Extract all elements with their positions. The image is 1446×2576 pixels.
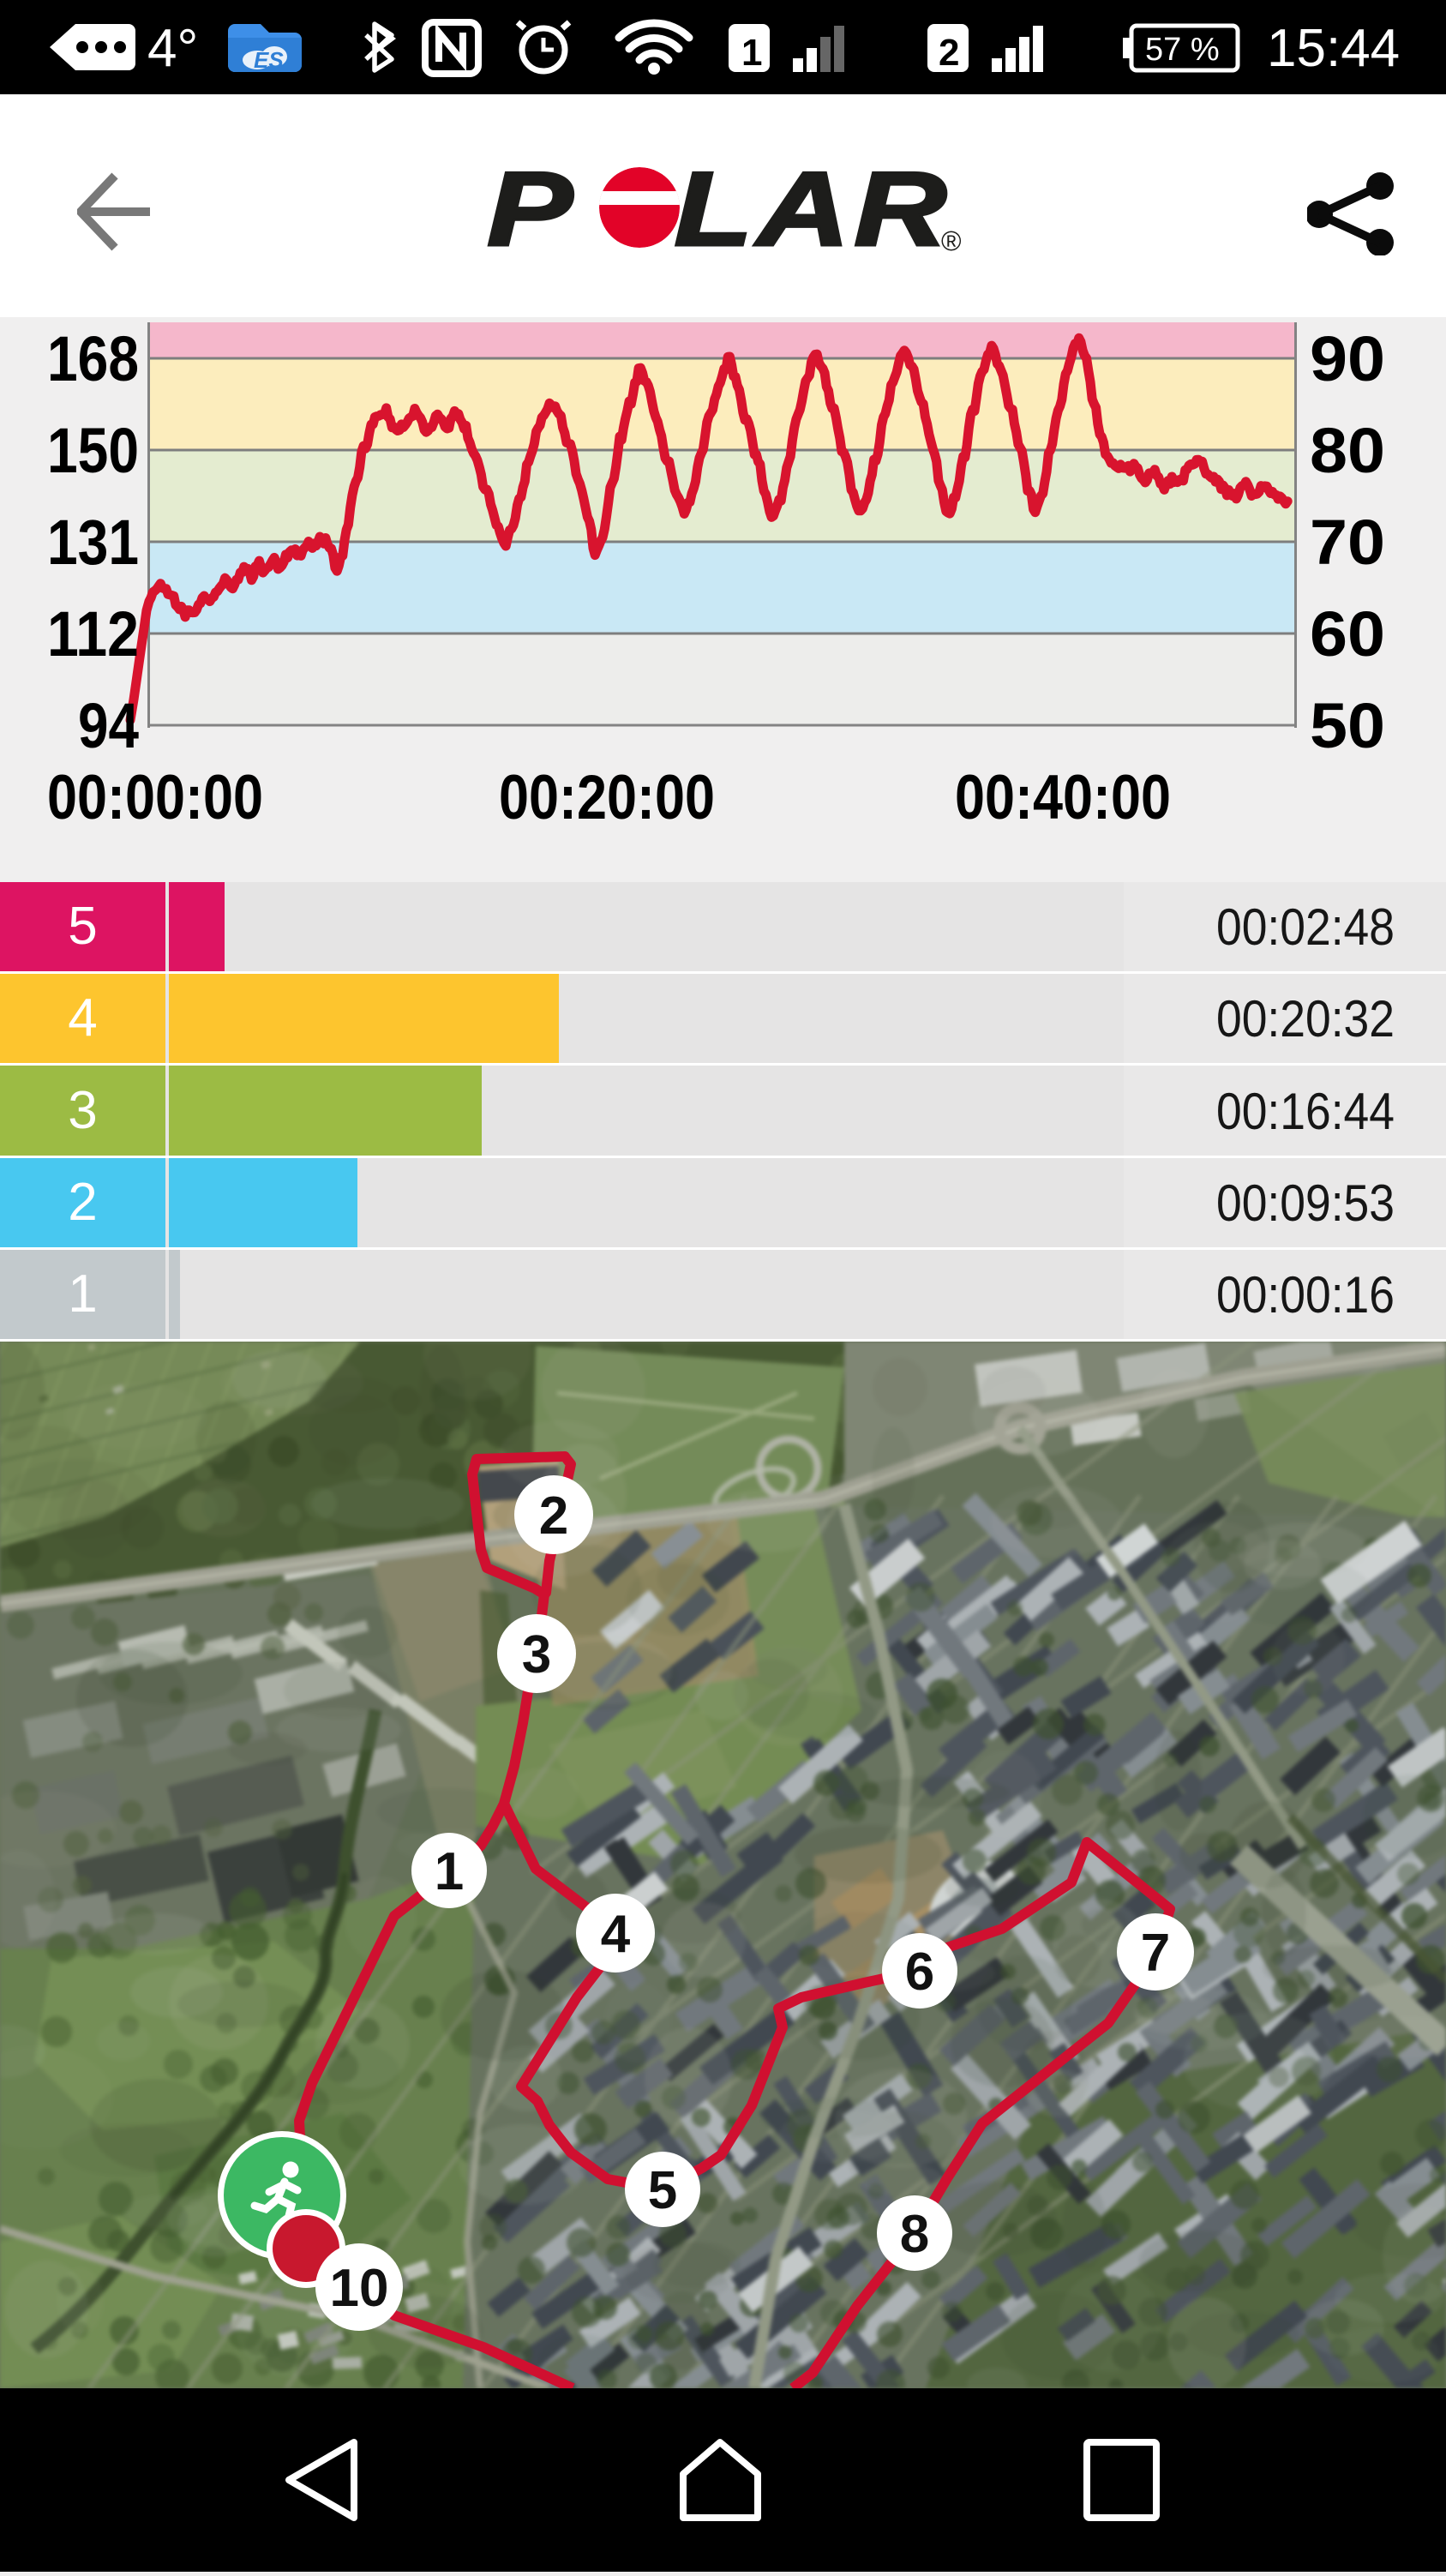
- svg-text:60: 60: [1310, 598, 1385, 670]
- svg-text:80: 80: [1310, 415, 1385, 486]
- svg-text:6: 6: [905, 1943, 934, 2002]
- svg-text:®: ®: [941, 225, 962, 256]
- svg-text:LAR: LAR: [674, 151, 951, 268]
- svg-text:00:40:00: 00:40:00: [955, 763, 1171, 832]
- svg-text:2: 2: [939, 32, 959, 74]
- svg-text:3: 3: [522, 1625, 551, 1684]
- svg-text:00:00:00: 00:00:00: [47, 763, 263, 832]
- svg-text:00:09:53: 00:09:53: [1216, 1174, 1395, 1232]
- svg-text:00:16:44: 00:16:44: [1216, 1083, 1395, 1140]
- svg-text:4°: 4°: [147, 19, 198, 78]
- svg-text:94: 94: [78, 690, 139, 761]
- svg-text:00:00:16: 00:00:16: [1216, 1266, 1395, 1324]
- svg-text:50: 50: [1310, 690, 1385, 761]
- svg-text:112: 112: [47, 598, 139, 670]
- svg-text:P: P: [487, 151, 573, 268]
- svg-text:8: 8: [900, 2205, 929, 2264]
- svg-text:5: 5: [648, 2161, 677, 2220]
- svg-text:1: 1: [741, 32, 762, 74]
- svg-text:4: 4: [601, 1905, 631, 1964]
- svg-text:150: 150: [47, 415, 139, 486]
- svg-text:2: 2: [539, 1486, 568, 1546]
- svg-text:90: 90: [1310, 323, 1385, 394]
- svg-text:ES: ES: [254, 47, 284, 73]
- svg-text:70: 70: [1310, 507, 1385, 578]
- svg-text:7: 7: [1141, 1924, 1170, 1983]
- svg-text:1: 1: [435, 1842, 464, 1901]
- svg-text:15:44: 15:44: [1267, 19, 1400, 78]
- svg-text:168: 168: [47, 323, 139, 394]
- svg-text:00:20:00: 00:20:00: [499, 763, 715, 832]
- svg-text:10: 10: [330, 2259, 389, 2318]
- svg-text:00:20:32: 00:20:32: [1216, 990, 1395, 1048]
- svg-text:57 %: 57 %: [1145, 32, 1220, 68]
- svg-text:00:02:48: 00:02:48: [1216, 898, 1395, 956]
- svg-text:131: 131: [47, 507, 139, 578]
